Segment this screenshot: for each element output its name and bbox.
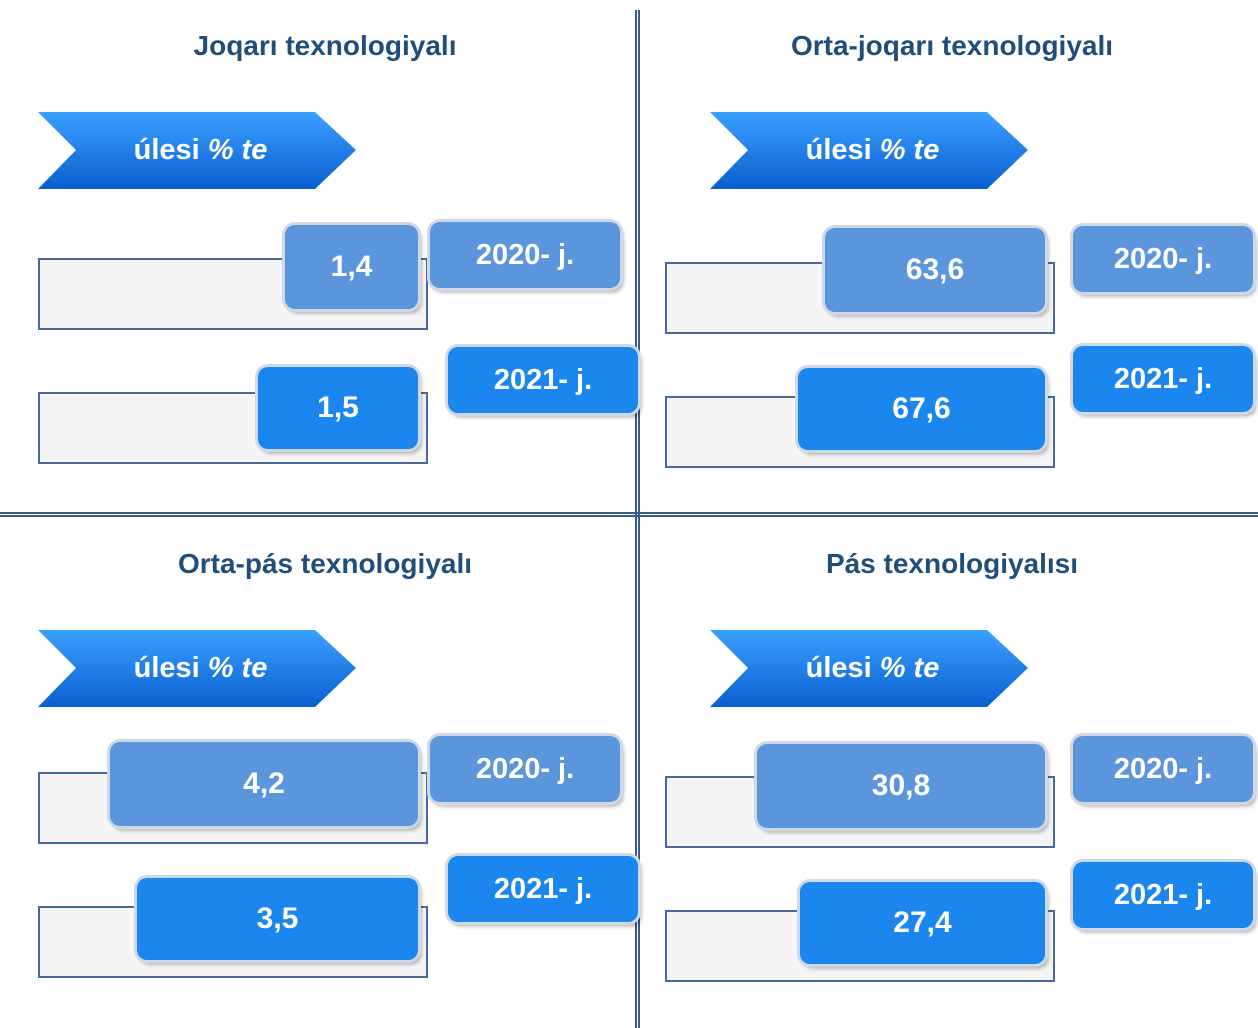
year-box: 2020- j. <box>1073 736 1253 802</box>
value-box: 63,6 <box>825 228 1045 312</box>
panel: Orta-joqarı texnologiyalı úlesi% te 63,6 20… <box>643 0 1258 510</box>
unit: % te <box>207 652 268 684</box>
banner-arrow <box>710 112 1028 189</box>
banner-label: úlesi% te <box>38 630 363 707</box>
panel-title: Orta-joqarı texnologiyalı <box>790 30 1114 61</box>
panel: Orta-pás texnologiyalı úlesi% te 4,2 2020- … <box>0 518 638 1028</box>
panel-title: Pás texnologiyalısı <box>825 548 1079 579</box>
label: úlesi <box>805 134 872 166</box>
label: úlesi <box>805 652 872 684</box>
label: úlesi <box>133 134 200 166</box>
label: úlesi <box>133 652 200 684</box>
banner-label: úlesi% te <box>38 112 363 189</box>
value-box: 4,2 <box>110 742 418 826</box>
value-box: 27,4 <box>800 882 1045 964</box>
unit: % te <box>879 652 940 684</box>
value-box: 67,6 <box>798 368 1045 450</box>
value-box: 1,5 <box>258 367 418 449</box>
value-box: 3,5 <box>137 878 418 960</box>
year-box: 2020- j. <box>1073 226 1253 292</box>
unit: % te <box>879 134 940 166</box>
value-box: 1,4 <box>285 225 418 309</box>
year-box: 2021- j. <box>1073 346 1253 412</box>
banner-arrow <box>38 630 356 707</box>
panel-title: Orta-pás texnologiyalı <box>177 548 473 579</box>
banner-arrow <box>710 630 1028 707</box>
year-box: 2020- j. <box>430 736 620 802</box>
vertical-divider <box>635 10 640 1028</box>
banner-arrow <box>38 112 356 189</box>
year-box: 2021- j. <box>448 347 638 413</box>
banner-label: úlesi% te <box>710 112 1035 189</box>
value-box: 30,8 <box>757 744 1045 828</box>
panel: Joqarı texnologiyalı úlesi% te 1,4 2020- j.… <box>0 0 638 510</box>
panel-title: Joqarı texnologiyalı <box>193 30 457 61</box>
year-box: 2021- j. <box>448 856 638 922</box>
panel: Pás texnologiyalısı úlesi% te 30,8 2020- j.… <box>643 518 1258 1028</box>
unit: % te <box>207 134 268 166</box>
year-box: 2020- j. <box>430 222 620 288</box>
year-box: 2021- j. <box>1073 862 1253 928</box>
horizontal-divider <box>0 512 1258 517</box>
banner-label: úlesi% te <box>710 630 1035 707</box>
